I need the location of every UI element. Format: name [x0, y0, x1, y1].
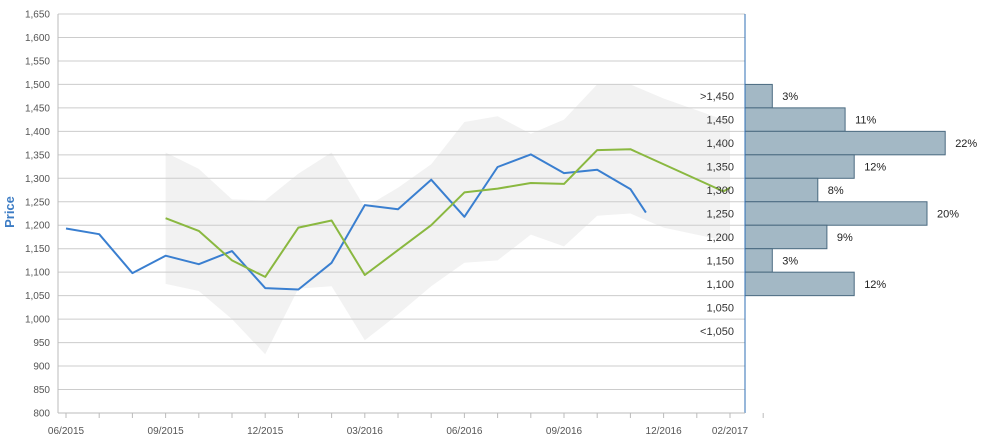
distribution-bar — [744, 154, 855, 179]
distribution-bin-label: >1,450 — [700, 91, 734, 103]
distribution-bar-pct: 20% — [937, 209, 959, 221]
distribution-bin-label: 1,300 — [706, 185, 734, 197]
distribution-bin-label: 1,250 — [706, 209, 734, 221]
distribution-bar — [744, 201, 928, 226]
y-tick-label: 1,300 — [25, 174, 50, 185]
distribution-bar — [744, 130, 946, 156]
distribution-bin-label: <1,050 — [700, 326, 734, 338]
distribution-bar-pct: 22% — [955, 138, 977, 150]
y-tick-label: 1,650 — [25, 10, 50, 21]
distribution-bin-label: 1,200 — [706, 232, 734, 244]
distribution-bar-pct: 12% — [864, 162, 886, 174]
range-band — [165, 84, 731, 355]
distribution-bin-label: 1,100 — [706, 279, 734, 291]
distribution-bar-pct: 11% — [855, 115, 876, 127]
distribution-bin-label: 1,050 — [706, 302, 734, 314]
y-tick-label: 1,100 — [25, 268, 50, 279]
distribution-bin-label: 1,350 — [706, 162, 734, 174]
range-band-layer — [165, 84, 731, 355]
distribution-bar-pct: 3% — [782, 91, 798, 103]
price-line — [65, 153, 647, 291]
distribution-bin-label: 1,150 — [706, 255, 734, 267]
distribution-bar — [744, 248, 773, 273]
distribution-bar-pct: 8% — [828, 185, 844, 197]
y-tick-label: 1,450 — [25, 103, 50, 114]
y-tick-label: 1,600 — [25, 33, 50, 44]
series-layer — [65, 148, 731, 291]
y-tick-label: 900 — [33, 362, 50, 373]
x-tick-label: 06/2016 — [446, 426, 483, 437]
x-tick-label: 03/2016 — [347, 426, 384, 437]
y-tick-label: 1,050 — [25, 291, 50, 302]
target-line — [165, 148, 731, 278]
axis-layer: 800 850 900 950 1,000 1,050 1,100 1,150 1,200 1,2… — [25, 10, 764, 437]
x-tick-label: 02/2017 — [712, 426, 749, 437]
y-tick-label: 1,400 — [25, 127, 50, 138]
distribution-bar — [744, 107, 846, 132]
y-axis-title: Price — [2, 196, 17, 228]
distribution-bar — [744, 83, 773, 109]
y-tick-label: 1,350 — [25, 150, 50, 161]
distribution-bin-label: 1,400 — [706, 138, 734, 150]
y-tick-label: 1,200 — [25, 221, 50, 232]
y-tick-label: 1,550 — [25, 56, 50, 67]
y-tick-label: 850 — [33, 385, 50, 396]
distribution-bar-pct: 3% — [782, 255, 798, 267]
x-tick-label: 09/2016 — [546, 426, 583, 437]
distribution-bin-label: 1,450 — [706, 115, 734, 127]
distribution-bar-pct: 9% — [837, 232, 853, 244]
x-tick-label: 12/2015 — [247, 426, 284, 437]
distribution-bar — [744, 224, 828, 250]
distribution-layer: >1,450 3% 1,450 11% 1,400 22% 1,350 12% 1,300 8% 1… — [700, 83, 977, 338]
y-tick-label: 1,150 — [25, 244, 50, 255]
x-tick-label: 06/2015 — [48, 426, 85, 437]
y-tick-label: 800 — [33, 409, 50, 420]
distribution-bar — [744, 177, 819, 203]
distribution-bar — [744, 271, 855, 297]
y-tick-label: 1,250 — [25, 197, 50, 208]
grid-layer — [58, 13, 745, 414]
distribution-bar-pct: 12% — [864, 279, 886, 291]
y-tick-label: 1,500 — [25, 80, 50, 91]
y-tick-label: 1,000 — [25, 315, 50, 326]
x-tick-label: 09/2015 — [148, 426, 185, 437]
y-tick-label: 950 — [33, 338, 50, 349]
x-tick-label: 12/2016 — [646, 426, 683, 437]
